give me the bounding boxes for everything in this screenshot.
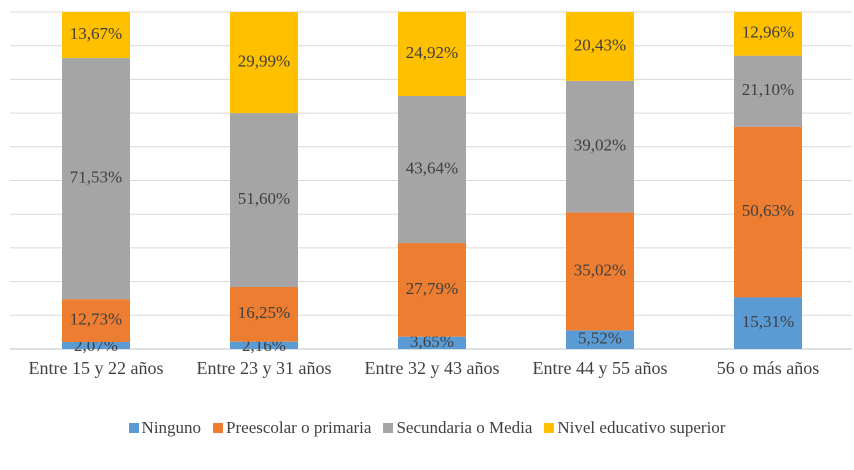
bar-segment (734, 297, 802, 349)
data-label: 51,60% (238, 189, 290, 208)
bar-segment (230, 12, 298, 114)
data-label: 39,02% (574, 136, 626, 155)
x-tick-label: Entre 23 y 31 años (196, 358, 332, 378)
legend-swatch (383, 423, 394, 433)
data-label: 12,73% (70, 309, 122, 328)
bar-segment (62, 58, 130, 300)
legend-item: Nivel educativo superior (544, 418, 725, 438)
bar-segment (734, 126, 802, 298)
data-label: 13,67% (70, 24, 122, 43)
data-label: 35,02% (574, 260, 626, 279)
legend-label: Ninguno (141, 418, 202, 437)
legend: Ninguno Preescolar o primaria Secundaria o… (0, 418, 854, 438)
bar-segment (398, 12, 466, 96)
bar-segment (230, 286, 298, 342)
bar-segment (62, 342, 130, 349)
bar-segment (734, 12, 802, 56)
bar-segment (230, 341, 298, 349)
data-label: 43,64% (406, 158, 458, 177)
data-label: 71,53% (70, 168, 122, 187)
x-tick-label: Entre 44 y 55 años (532, 358, 668, 378)
bar-segment (398, 243, 466, 337)
bar-segment (398, 95, 466, 244)
data-label: 16,25% (238, 303, 290, 322)
data-label: 12,96% (742, 23, 794, 42)
data-label: 50,63% (742, 201, 794, 220)
bar-segment (734, 55, 802, 127)
bar-segment (62, 299, 130, 343)
data-label: 20,43% (574, 35, 626, 54)
legend-item: Ninguno (128, 418, 202, 438)
data-label: 27,79% (406, 279, 458, 298)
x-tick-label: 56 o más años (716, 358, 820, 378)
legend-label: Nivel educativo superior (557, 418, 726, 437)
bar-segment (230, 113, 298, 287)
legend-swatch (213, 423, 224, 433)
legend-item: Secundaria o Media (383, 418, 532, 438)
x-tick-label: Entre 15 y 22 años (28, 358, 164, 378)
data-label: 5,52% (578, 329, 622, 348)
bar-segment (566, 212, 634, 331)
bar-segment (566, 12, 634, 81)
bar-segment (566, 330, 634, 349)
x-tick-label: Entre 32 y 43 años (364, 358, 500, 378)
legend-swatch (128, 423, 139, 433)
data-label: 24,92% (406, 43, 458, 62)
data-label: 29,99% (238, 51, 290, 70)
legend-label: Secundaria o Media (396, 418, 533, 437)
data-label: 15,31% (742, 312, 794, 331)
bar-segment (62, 12, 130, 59)
legend-label: Preescolar o primaria (226, 418, 372, 437)
data-label: 21,10% (742, 80, 794, 99)
legend-swatch (544, 423, 555, 433)
legend-item: Preescolar o primaria (213, 418, 371, 438)
bar-segment (398, 336, 466, 349)
bar-segment (566, 80, 634, 213)
